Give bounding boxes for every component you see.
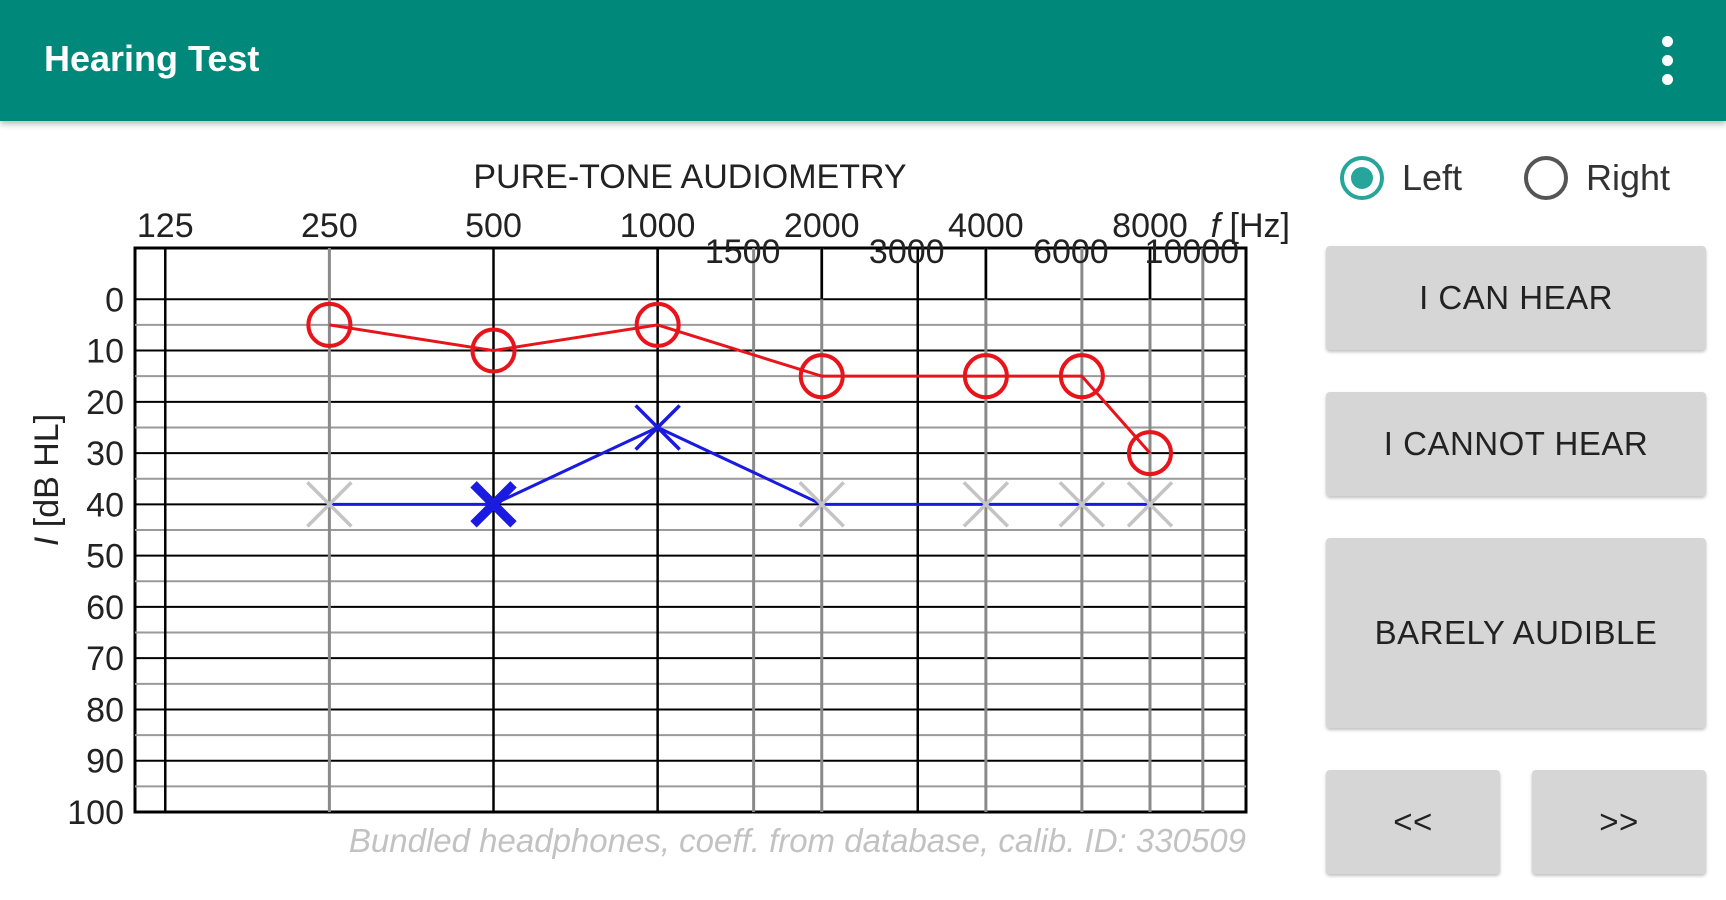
chart-series-lines (329, 323, 1152, 506)
cross-marker (1058, 481, 1106, 528)
app-bar: Hearing Test (0, 0, 1726, 121)
radio-left-ear[interactable]: Left (1340, 150, 1462, 206)
x-tick-label: 8000 (1112, 207, 1188, 245)
y-tick-label: 90 (86, 743, 124, 781)
circle-marker (1058, 353, 1105, 400)
app-title: Hearing Test (44, 38, 260, 79)
x-axis-label: f [Hz] (1211, 207, 1290, 245)
y-tick-label: 40 (86, 486, 124, 524)
radio-label-right: Right (1586, 157, 1671, 198)
next-button[interactable]: >> (1532, 770, 1706, 874)
cross-marker (1126, 481, 1174, 528)
y-tick-label: 70 (86, 640, 124, 678)
x-tick-label-minor: 1500 (705, 233, 781, 271)
y-tick-label: 100 (67, 794, 124, 832)
cross-marker (962, 481, 1010, 528)
x-tick-label: 125 (137, 207, 194, 245)
radio-checked-icon (1340, 156, 1384, 200)
cross-marker (470, 481, 517, 528)
more-vert-icon[interactable] (1640, 28, 1694, 92)
y-tick-label: 60 (86, 589, 124, 627)
cross-marker (798, 481, 845, 528)
y-axis-label: I [dB HL] (28, 414, 66, 546)
y-tick-label: 10 (86, 333, 124, 371)
x-tick-label: 500 (465, 207, 522, 245)
cannot-hear-button[interactable]: I CANNOT HEAR (1326, 392, 1706, 496)
circle-marker (1126, 430, 1173, 477)
series-line-cross (329, 425, 1150, 506)
circle-marker (634, 301, 681, 348)
circle-marker (962, 353, 1009, 400)
x-tick-label-minor: 6000 (1033, 233, 1109, 271)
x-tick-label: 4000 (948, 207, 1024, 245)
y-tick-label: 50 (86, 538, 124, 576)
can-hear-button[interactable]: I CAN HEAR (1326, 246, 1706, 350)
x-tick-label-minor: 3000 (869, 233, 945, 271)
circle-marker (306, 301, 353, 348)
y-tick-label: 30 (86, 435, 124, 473)
x-tick-label: 250 (301, 207, 358, 245)
ear-selector: Left Right (1340, 150, 1720, 210)
circle-marker (798, 353, 845, 400)
x-tick-label: 1000 (620, 207, 696, 245)
radio-label-left: Left (1402, 157, 1463, 198)
y-tick-label: 0 (105, 281, 124, 319)
cross-marker (634, 404, 681, 451)
radio-unchecked-icon (1524, 156, 1568, 200)
series-line-circle (329, 323, 1152, 455)
x-tick-label-minor: 10000 (1145, 233, 1240, 271)
y-tick-label: 80 (86, 691, 124, 729)
chart-grid (133, 246, 1248, 814)
barely-audible-button[interactable]: BARELY AUDIBLE (1326, 538, 1706, 728)
previous-button[interactable]: << (1326, 770, 1500, 874)
chart-markers (306, 301, 1174, 528)
x-tick-label: 2000 (784, 207, 860, 245)
circle-marker (470, 327, 517, 374)
cross-marker (306, 481, 353, 528)
radio-right-ear[interactable]: Right (1524, 150, 1670, 206)
chart-title: PURE-TONE AUDIOMETRY (473, 158, 906, 196)
calibration-footnote: Bundled headphones, coeff. from database… (349, 822, 1246, 859)
y-tick-label: 20 (86, 384, 124, 422)
